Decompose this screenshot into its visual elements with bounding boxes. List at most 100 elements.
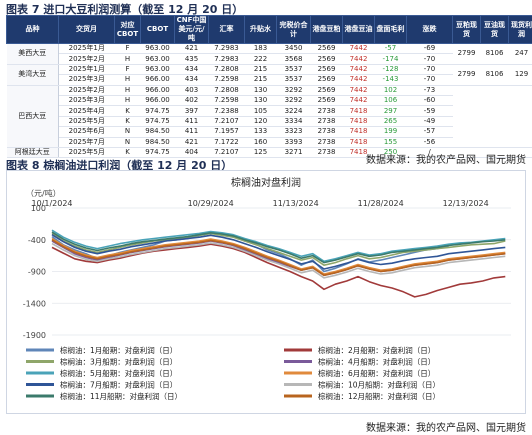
table-cell: 3568 [276, 53, 311, 65]
table-cell: 265 [374, 116, 407, 128]
table-cell: -56 [406, 137, 453, 148]
table-cell: 421 [174, 137, 209, 148]
table-row: 美湾大豆 2025年1月 F 963.00 434 7.2808 215 3537 2569 74… [6, 63, 532, 86]
table-cell: 106 [374, 95, 407, 107]
table-cell: 974.75 [140, 105, 175, 117]
table-cell: K [114, 116, 141, 128]
table-cell: 2738 [310, 105, 343, 117]
table-cell: 2738 [310, 126, 343, 138]
soybean-import-profit-table: 品种 交货月 对应CBOT CBOT CNF中国美元/元/吨 汇率 升贴水 完税价合计 港盘豆粕… [6, 15, 532, 159]
table-cell: 966.00 [140, 84, 175, 96]
spot-cell [480, 84, 509, 148]
table-cell: -128 [374, 63, 407, 76]
chart-source: 数据来源：我的农产品网、国元期货 [366, 423, 526, 434]
y-tick-label: -1400 [23, 299, 46, 308]
table-cell: 102 [374, 84, 407, 96]
spot-cell: 2799 [452, 43, 481, 65]
table-cell: 130 [244, 95, 277, 107]
table-cell: 2025年1月 [58, 43, 115, 55]
table-cell: 966.00 [140, 74, 175, 86]
table-row: 阿根廷大豆 2025年5月 K 974.75 404 7.2107 125 3271 2738 7… [6, 146, 532, 159]
table-cell: 966.00 [140, 95, 175, 107]
table-cell: 7.2983 [208, 43, 245, 55]
chart-y-unit: （元/吨） [26, 188, 61, 198]
table-cell: 7418 [342, 137, 375, 148]
legend-label: 棕榈油：2月船期：对盘利润（日） [318, 345, 435, 355]
table-cell: 105 [244, 105, 277, 117]
series-line-8 [51, 231, 506, 264]
legend-label: 棕榈油：3月船期：对盘利润（日） [60, 357, 177, 367]
table-source: 数据来源：我的农产品网、国元期货 [366, 155, 526, 166]
table-cell: 7.1957 [208, 126, 245, 138]
table-cell: 160 [244, 137, 277, 148]
table-cell: K [114, 105, 141, 117]
table-cell: N [114, 126, 141, 138]
table-row: 2025年2月 H 963.00 435 7.2983 222 3568 2569 7442 -1… [7, 53, 532, 65]
table-cell: 7442 [342, 74, 375, 86]
table-cell: 2569 [310, 74, 343, 86]
table-cell: 984.50 [140, 137, 175, 148]
table-cell: -57 [406, 126, 453, 138]
table-cell: 7442 [342, 43, 375, 55]
table-cell: 133 [244, 126, 277, 138]
table-cell: 434 [174, 63, 209, 76]
table-cell: 7.2598 [208, 74, 245, 86]
table-cell: H [114, 95, 141, 107]
table-cell: F [114, 63, 141, 76]
header-cell: 港盘豆油 [342, 15, 375, 44]
table-cell: 7.2107 [208, 146, 245, 159]
x-tick-label: 12/13/2024 [443, 199, 489, 208]
category-cell: 美湾大豆 [6, 63, 59, 86]
legend-label: 棕榈油：5月船期：对盘利润（日） [60, 368, 177, 378]
series-line-6 [51, 234, 506, 270]
table-cell: 7.2107 [208, 116, 245, 128]
table-cell: 7418 [342, 105, 375, 117]
table-cell: 7.2808 [208, 63, 245, 76]
table-cell: 3271 [276, 146, 311, 159]
table-cell: 963.00 [140, 53, 175, 65]
table-cell: 411 [174, 116, 209, 128]
table-cell: -57 [374, 43, 407, 55]
header-cell: 港盘豆粕 [310, 15, 343, 44]
y-tick-label: 100 [31, 204, 46, 213]
spot-cell: 129 [508, 63, 532, 86]
series-line-1 [51, 243, 506, 298]
table-cell: 963.00 [140, 43, 175, 55]
table-cell: 7418 [342, 146, 375, 159]
legend-label: 棕榈油：4月船期：对盘利润（日） [318, 357, 435, 367]
table-cell: -143 [374, 74, 407, 86]
table-cell: 215 [244, 74, 277, 86]
table-cell: 7.2388 [208, 105, 245, 117]
table-cell: -59 [406, 105, 453, 117]
table-cell: 3537 [276, 74, 311, 86]
table-cell: 250 [374, 146, 407, 159]
table-cell: 2738 [310, 137, 343, 148]
table-body: 美西大豆 2025年1月 F 963.00 421 7.2983 183 3450 2569 74… [6, 43, 532, 159]
table-cell: 7442 [342, 63, 375, 76]
table-cell: 404 [174, 146, 209, 159]
table-cell: 2025年4月 [58, 105, 115, 117]
category-cell: 美西大豆 [6, 43, 59, 65]
series-line-7 [51, 242, 506, 279]
table-cell: -70 [406, 63, 453, 76]
table-cell: 963.00 [140, 63, 175, 76]
spot-cell: 8106 [480, 63, 509, 86]
x-tick-label: 10/29/2024 [188, 199, 234, 208]
table-cell: -70 [406, 74, 453, 86]
table-cell: F [114, 43, 141, 55]
table-cell: N [114, 137, 141, 148]
table-cell: -70 [406, 53, 453, 65]
table-row: 2025年4月 K 974.75 397 7.2388 105 3224 2738 7418 29… [7, 105, 532, 117]
table-cell: 7.2808 [208, 84, 245, 96]
header-cell: 完税价合计 [276, 15, 311, 44]
x-tick-label: 11/13/2024 [273, 199, 319, 208]
header-cell: 升贴水 [244, 15, 277, 44]
table-cell: 7442 [342, 84, 375, 96]
table-cell: H [114, 84, 141, 96]
table-cell: -73 [406, 84, 453, 96]
table-cell: 297 [374, 105, 407, 117]
series-line-2 [51, 232, 506, 266]
table-cell: 199 [374, 126, 407, 138]
table-cell: 2025年7月 [58, 137, 115, 148]
table-cell: 3292 [276, 95, 311, 107]
